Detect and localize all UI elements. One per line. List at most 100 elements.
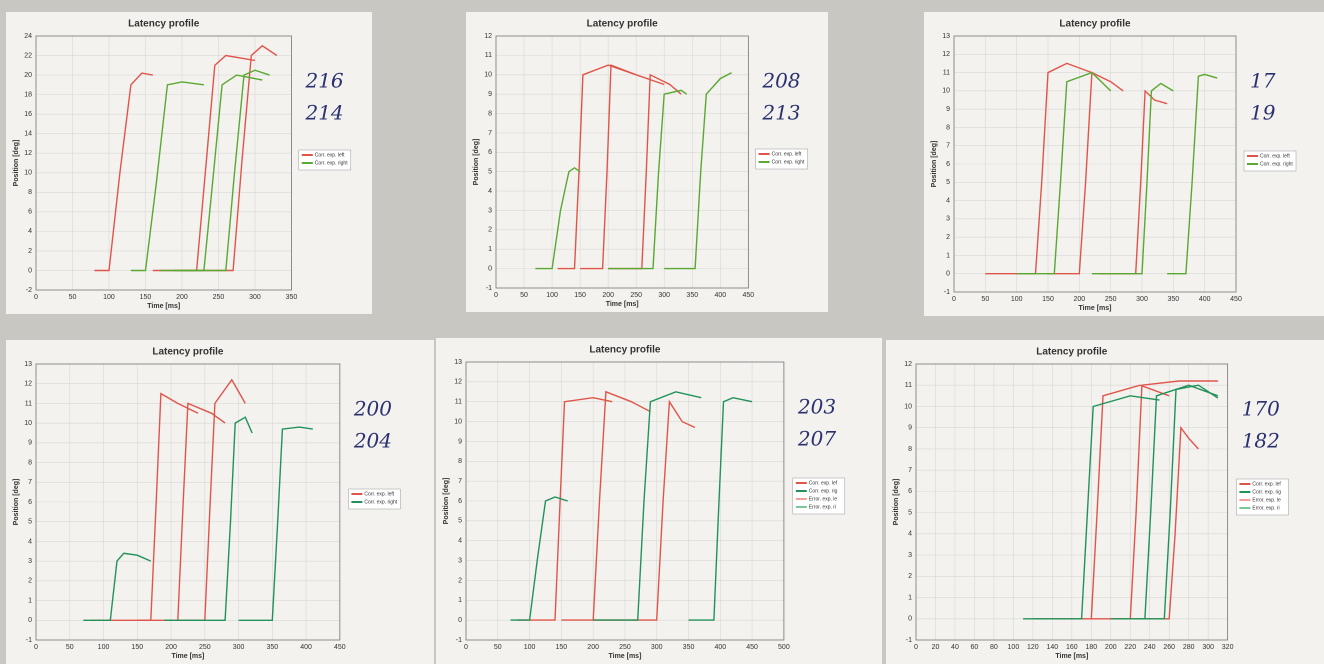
x-tick-label: 260: [1163, 644, 1175, 651]
y-tick-label: 1: [488, 246, 492, 253]
y-tick-label: 16: [24, 111, 32, 118]
x-tick-label: 140: [1046, 644, 1058, 651]
x-tick-label: 0: [914, 644, 918, 651]
x-tick-label: 500: [778, 644, 790, 651]
y-tick-label: 12: [942, 51, 950, 58]
x-tick-label: 250: [199, 644, 211, 651]
x-tick-label: 150: [131, 644, 143, 651]
x-tick-label: 300: [1136, 296, 1148, 303]
handwritten-note: 214: [304, 101, 343, 125]
y-tick-label: 6: [28, 209, 32, 216]
trace-line: [510, 496, 568, 621]
trace-line: [516, 396, 613, 621]
y-axis-label: Position [deg]: [473, 139, 480, 186]
trace-line: [561, 390, 651, 621]
x-tick-label: 40: [951, 644, 959, 651]
x-tick-label: 180: [1085, 644, 1097, 651]
y-tick-label: 8: [908, 446, 912, 453]
legend-label: Corr. exp. lef: [809, 480, 838, 486]
legend-label: Corr. exp. left: [772, 151, 802, 157]
plot-frame: [35, 363, 341, 641]
legend-label: Corr. exp. right: [772, 159, 805, 165]
y-tick-label: 2: [458, 577, 462, 584]
trace-line: [535, 166, 581, 270]
y-tick-label: 10: [484, 72, 492, 79]
y-tick-label: 4: [488, 188, 492, 195]
handwritten-note: 216: [304, 69, 343, 93]
x-tick-label: 50: [494, 644, 502, 651]
trace-line: [608, 89, 688, 270]
y-tick-label: 13: [454, 359, 462, 366]
x-tick-label: 350: [686, 292, 698, 299]
x-tick-label: 350: [683, 644, 695, 651]
y-tick-label: 6: [458, 498, 462, 505]
trace-line: [557, 64, 637, 270]
chart-title: Latency profile: [589, 345, 661, 356]
y-tick-label: 14: [24, 131, 32, 138]
trace-line: [1140, 384, 1219, 620]
x-axis-label: Time [ms]: [1079, 305, 1112, 312]
x-tick-label: 50: [520, 292, 528, 299]
legend-label: Error. exp. le: [809, 496, 838, 502]
y-tick-label: 12: [454, 379, 462, 386]
y-tick-label: 11: [455, 399, 462, 406]
y-axis-label: Position [deg]: [443, 478, 450, 525]
y-tick-label: 7: [946, 143, 950, 150]
y-tick-label: 8: [458, 458, 462, 465]
y-axis-label: Position [deg]: [13, 140, 20, 187]
y-tick-label: 3: [488, 207, 492, 214]
y-tick-label: 0: [28, 617, 32, 624]
legend-label: Corr. exp. left: [315, 152, 345, 158]
y-tick-label: 9: [946, 106, 950, 113]
x-tick-label: 300: [651, 644, 663, 651]
y-tick-label: 2: [946, 234, 950, 241]
chart-title: Latency profile: [152, 347, 224, 358]
x-tick-label: 350: [266, 644, 278, 651]
y-tick-label: 8: [28, 459, 32, 466]
y-tick-label: -1: [26, 637, 32, 644]
x-tick-label: 280: [1183, 644, 1195, 651]
y-tick-label: 12: [904, 361, 912, 368]
y-tick-label: 8: [488, 110, 492, 117]
x-tick-label: 100: [546, 292, 558, 299]
trace-line: [83, 552, 152, 621]
y-tick-label: 24: [24, 33, 32, 40]
trace-line: [174, 69, 270, 272]
x-tick-label: 50: [66, 644, 74, 651]
x-tick-label: 50: [981, 296, 989, 303]
legend-label: Corr. exp. left: [1260, 153, 1290, 159]
y-tick-label: 2: [488, 227, 492, 234]
legend-label: Corr. exp. rig: [1252, 489, 1281, 495]
y-tick-label: 13: [942, 33, 950, 40]
y-tick-label: 5: [908, 509, 912, 516]
y-tick-label: 18: [24, 91, 32, 98]
handwritten-note: 213: [761, 101, 800, 125]
y-tick-label: 2: [28, 248, 32, 255]
y-tick-label: -2: [26, 287, 32, 294]
legend-label: Corr. exp. left: [364, 491, 394, 497]
x-tick-label: 350: [1167, 296, 1179, 303]
x-axis-label: Time [ms]: [1055, 653, 1088, 660]
handwritten-note: 19: [1250, 101, 1276, 125]
x-tick-label: 200: [602, 292, 614, 299]
x-tick-label: 220: [1124, 644, 1136, 651]
y-tick-label: 6: [908, 488, 912, 495]
legend-label: Corr. exp. lef: [1252, 481, 1281, 487]
x-tick-label: 150: [556, 644, 568, 651]
plot-frame: [465, 361, 785, 641]
x-tick-label: 0: [34, 644, 38, 651]
y-tick-label: 4: [908, 531, 912, 538]
x-tick-label: 120: [1027, 644, 1039, 651]
x-tick-label: 60: [971, 644, 979, 651]
handwritten-note: 208: [761, 69, 800, 93]
x-tick-label: 100: [103, 294, 115, 301]
x-tick-label: 0: [464, 644, 468, 651]
y-tick-label: 4: [946, 197, 950, 204]
x-tick-label: 100: [98, 644, 110, 651]
x-axis-label: Time [ms]: [147, 303, 180, 310]
y-tick-label: 9: [908, 425, 912, 432]
handwritten-note: 170: [1242, 397, 1280, 421]
x-tick-label: 400: [300, 644, 312, 651]
chart-title: Latency profile: [1036, 347, 1108, 358]
y-tick-label: 22: [24, 52, 32, 59]
